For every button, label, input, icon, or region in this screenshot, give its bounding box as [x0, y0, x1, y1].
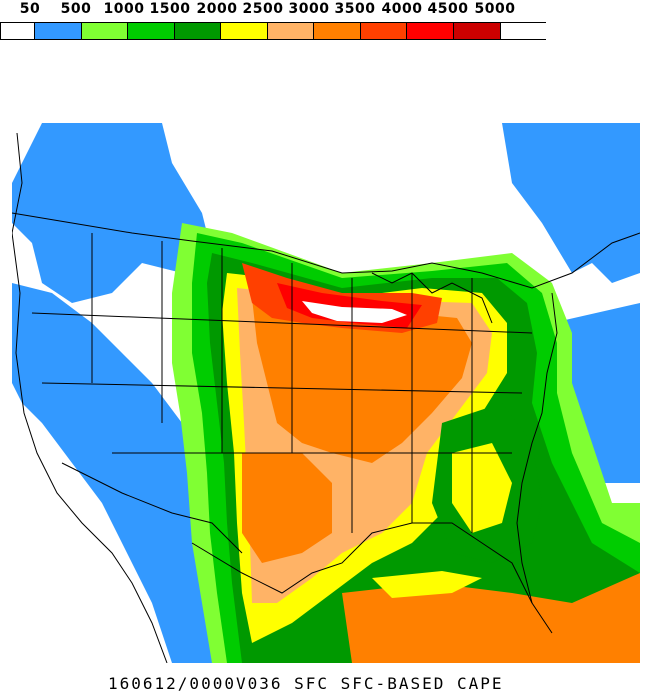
legend-swatch	[175, 23, 221, 39]
legend-swatch	[501, 23, 547, 39]
legend-label: 2500	[242, 1, 284, 17]
legend-label: 3000	[288, 1, 330, 17]
west-coast-line	[12, 132, 168, 663]
legend-label: 5000	[474, 1, 516, 17]
legend-label: 1000	[103, 1, 145, 17]
cape-region-3500	[252, 298, 472, 463]
cape-region-texas	[242, 453, 332, 563]
us-canada-border	[12, 212, 640, 289]
cape-fill-layer	[12, 123, 640, 663]
legend-swatch	[82, 23, 128, 39]
legend-swatch	[1, 23, 35, 39]
legend-swatch	[454, 23, 501, 39]
legend-labels: 50 500 1000 1500 2000 2500 3000 3500 400…	[0, 0, 646, 20]
legend-swatch	[268, 23, 314, 39]
gulf-coast-line	[191, 522, 553, 634]
cape-region-500-west	[12, 283, 222, 663]
cape-map	[12, 123, 640, 663]
color-legend-bar	[0, 22, 547, 40]
legend-swatch	[35, 23, 82, 39]
state-line	[41, 382, 523, 394]
legend-swatch	[314, 23, 361, 39]
legend-swatch	[407, 23, 454, 39]
legend-label: 500	[60, 1, 92, 17]
cape-region-5000	[302, 301, 407, 323]
map-caption: 160612/0000V036 SFC SFC-BASED CAPE	[108, 674, 504, 693]
map-svg	[12, 123, 640, 663]
legend-swatch	[221, 23, 268, 39]
boundary-lines	[12, 132, 640, 663]
legend-label: 4000	[381, 1, 423, 17]
mexico-border	[61, 462, 243, 554]
legend-label: 4500	[427, 1, 469, 17]
cape-region-gulf-yellow	[372, 571, 482, 598]
legend-label: 1500	[149, 1, 191, 17]
legend-label: 50	[19, 1, 41, 17]
legend-label: 2000	[196, 1, 238, 17]
great-lakes-line	[371, 272, 493, 324]
cape-region-500-northeast	[502, 123, 640, 283]
cape-region-southeast-yellow	[452, 443, 512, 533]
legend-swatch	[128, 23, 175, 39]
legend-label: 3500	[334, 1, 376, 17]
state-line	[31, 312, 533, 334]
east-coast-line	[516, 292, 558, 604]
legend-swatch	[361, 23, 407, 39]
